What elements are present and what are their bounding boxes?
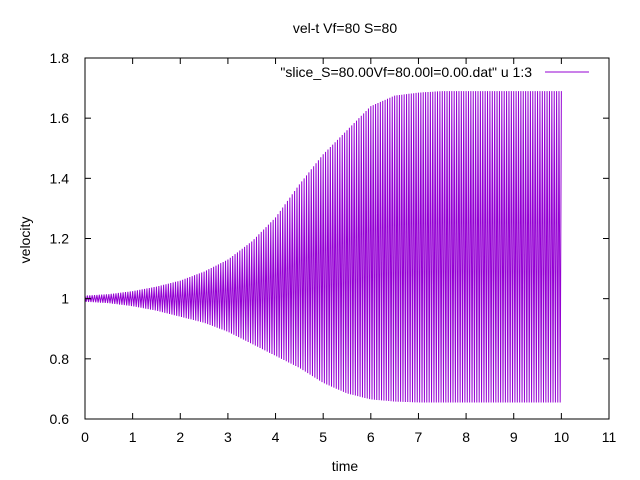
x-tick-label: 4 bbox=[272, 429, 280, 445]
legend: "slice_S=80.00Vf=80.00l=0.00.dat" u 1:3 bbox=[280, 64, 589, 80]
x-tick-label: 8 bbox=[462, 429, 470, 445]
plot-area bbox=[84, 91, 562, 403]
x-tick-label: 10 bbox=[554, 429, 570, 445]
legend-label: "slice_S=80.00Vf=80.00l=0.00.dat" u 1:3 bbox=[280, 64, 532, 80]
y-tick-label: 1 bbox=[61, 291, 69, 307]
y-tick-label: 1.8 bbox=[50, 50, 70, 66]
y-tick-label: 0.6 bbox=[50, 411, 70, 427]
x-tick-label: 9 bbox=[510, 429, 518, 445]
x-tick-label: 0 bbox=[81, 429, 89, 445]
y-tick-label: 1.6 bbox=[50, 110, 70, 126]
x-axis: 0 1 2 3 4 5 6 7 8 9 10 11 bbox=[81, 58, 616, 445]
x-axis-label: time bbox=[332, 458, 359, 474]
x-tick-label: 11 bbox=[602, 429, 617, 445]
x-tick-label: 6 bbox=[367, 429, 375, 445]
x-tick-label: 2 bbox=[176, 429, 184, 445]
chart-title: vel-t Vf=80 S=80 bbox=[293, 20, 398, 36]
y-axis-label: velocity bbox=[17, 217, 33, 264]
y-tick-label: 1.2 bbox=[50, 231, 70, 247]
x-tick-label: 1 bbox=[129, 429, 137, 445]
x-tick-label: 3 bbox=[224, 429, 232, 445]
x-tick-label: 7 bbox=[415, 429, 423, 445]
y-axis: 0.6 0.8 1 1.2 1.4 1.6 1.8 bbox=[50, 50, 609, 427]
y-tick-label: 0.8 bbox=[50, 351, 70, 367]
y-tick-label: 1.4 bbox=[50, 170, 70, 186]
x-tick-label: 5 bbox=[319, 429, 327, 445]
series-line bbox=[84, 91, 562, 403]
